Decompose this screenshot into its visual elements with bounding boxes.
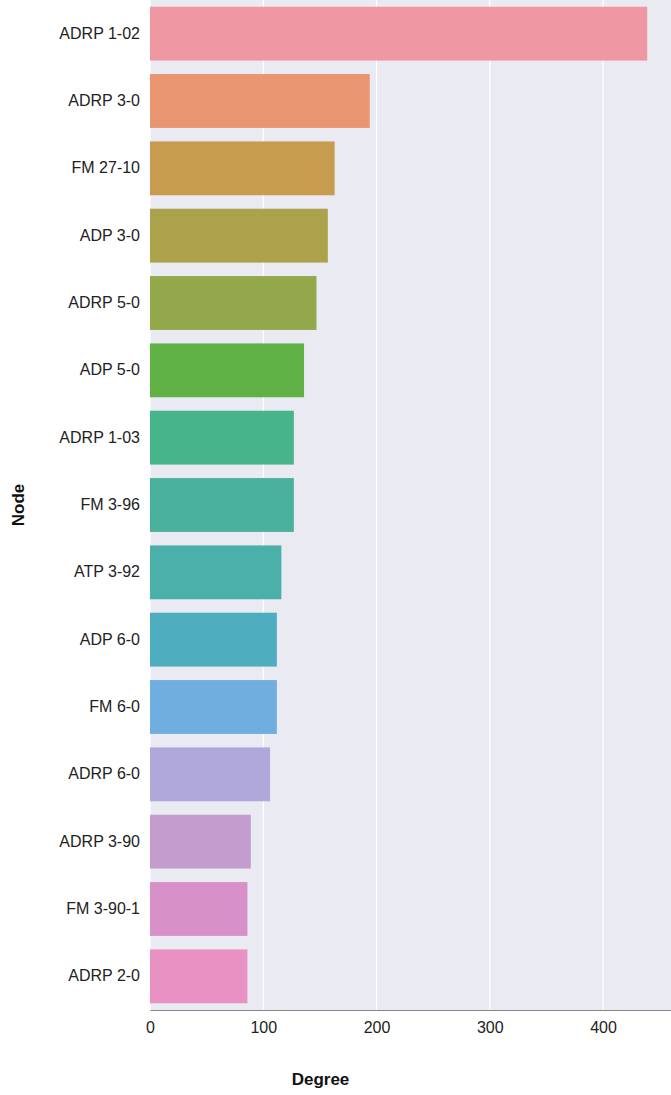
bar	[150, 209, 328, 263]
y-tick-label: ADRP 2-0	[68, 967, 140, 984]
y-tick: ADP 6-0	[80, 631, 140, 648]
bars	[150, 7, 647, 1004]
y-tick: ADRP 3-0	[68, 92, 140, 109]
y-tick: FM 3-90-1	[66, 900, 140, 917]
bar	[150, 478, 294, 532]
y-tick-label: ADRP 6-0	[68, 765, 140, 782]
y-tick: ATP 3-92	[74, 563, 140, 580]
grid	[150, 0, 603, 1010]
y-tick: FM 6-0	[89, 698, 140, 715]
x-tick-label: 100	[250, 1019, 277, 1036]
y-tick: ADRP 1-02	[59, 25, 140, 42]
bar	[150, 680, 277, 734]
y-tick-label: FM 6-0	[89, 698, 140, 715]
y-tick-label: FM 3-90-1	[66, 900, 140, 917]
y-axis-title: Node	[9, 484, 28, 527]
x-axis-line	[151, 1010, 671, 1011]
plot: 0100200300400ADRP 1-02ADRP 3-0FM 27-10AD…	[59, 0, 671, 1036]
x-tick-label: 400	[590, 1019, 617, 1036]
bar	[150, 141, 335, 195]
y-tick-label: ADP 6-0	[80, 631, 140, 648]
y-tick-label: ADRP 3-0	[68, 92, 140, 109]
bar	[150, 949, 247, 1003]
bar	[150, 343, 304, 397]
bar	[150, 7, 647, 61]
plot-background	[150, 0, 671, 1010]
x-tick: 200	[364, 1010, 391, 1036]
x-axis-title: Degree	[292, 1070, 350, 1089]
x-tick: 0	[146, 1010, 155, 1036]
y-tick: ADRP 1-03	[59, 429, 140, 446]
bar	[150, 882, 247, 936]
bar	[150, 276, 316, 330]
y-tick: ADRP 5-0	[68, 294, 140, 311]
y-tick-label: ADP 3-0	[80, 227, 140, 244]
y-tick-label: ADRP 5-0	[68, 294, 140, 311]
y-tick: ADRP 3-90	[59, 833, 140, 850]
bar	[150, 74, 370, 128]
y-tick-label: ADRP 1-02	[59, 25, 140, 42]
x-tick: 300	[477, 1010, 504, 1036]
y-tick: ADP 5-0	[80, 361, 140, 378]
y-axis: ADRP 1-02 ADRP 3-0 FM 27-10 ADP 3-0 ADRP 5-0…	[59, 25, 140, 985]
y-tick: ADP 3-0	[80, 227, 140, 244]
y-tick-label: ATP 3-92	[74, 563, 140, 580]
bar	[150, 747, 270, 801]
bar	[150, 545, 281, 599]
y-tick-label: ADRP 1-03	[59, 429, 140, 446]
x-tick: 100	[250, 1010, 277, 1036]
grid-line	[602, 0, 603, 1010]
y-tick-label: FM 3-96	[80, 496, 140, 513]
grid-line	[489, 0, 490, 1010]
x-axis: 0 100 200 300 400	[146, 1010, 671, 1036]
x-tick: 400	[590, 1010, 617, 1036]
y-tick-label: ADRP 3-90	[59, 833, 140, 850]
y-tick: ADRP 2-0	[68, 967, 140, 984]
grid-line	[376, 0, 377, 1010]
bar	[150, 411, 294, 465]
y-tick-label: FM 27-10	[72, 159, 141, 176]
x-tick-label: 200	[364, 1019, 391, 1036]
bar	[150, 815, 251, 869]
y-tick-label: ADP 5-0	[80, 361, 140, 378]
chart: 0100200300400ADRP 1-02ADRP 3-0FM 27-10AD…	[0, 0, 671, 1095]
y-tick: ADRP 6-0	[68, 765, 140, 782]
y-tick: FM 3-96	[80, 496, 140, 513]
x-tick-label: 300	[477, 1019, 504, 1036]
x-tick-label: 0	[146, 1019, 155, 1036]
y-tick: FM 27-10	[72, 159, 141, 176]
bar	[150, 613, 277, 667]
